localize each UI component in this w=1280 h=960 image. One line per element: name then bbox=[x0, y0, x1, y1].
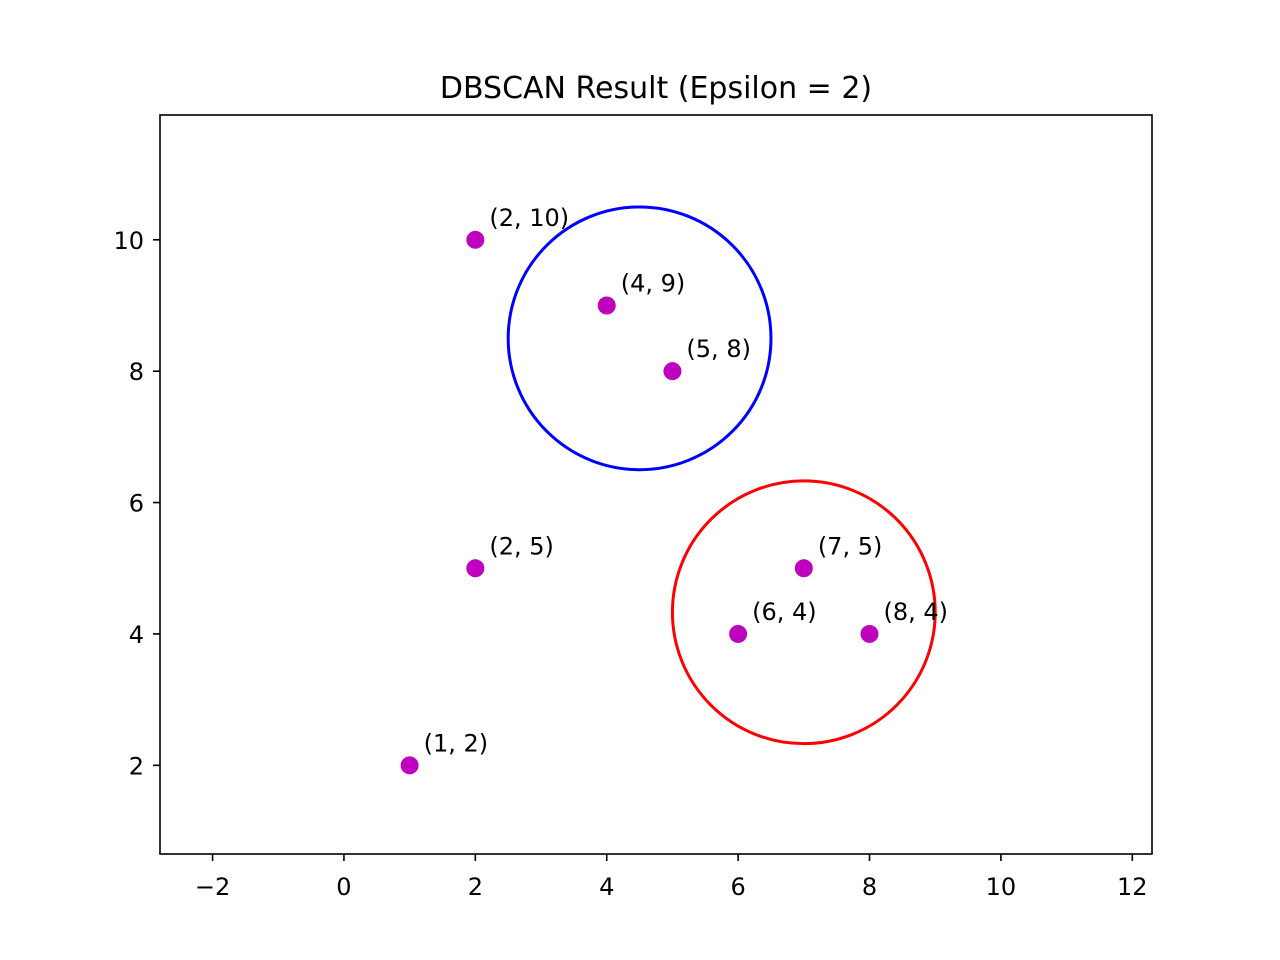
data-point bbox=[597, 296, 616, 315]
point-label: (5, 8) bbox=[686, 335, 751, 363]
point-label: (7, 5) bbox=[818, 532, 883, 560]
x-tick-label: 10 bbox=[986, 873, 1017, 901]
x-tick-label: 6 bbox=[730, 873, 745, 901]
point-label: (8, 4) bbox=[884, 598, 949, 626]
x-axis: −2 0 2 4 6 8 10 12 bbox=[195, 854, 1148, 901]
y-tick-label: 6 bbox=[129, 490, 144, 518]
data-point bbox=[729, 624, 748, 643]
y-tick-label: 2 bbox=[129, 752, 144, 780]
data-point bbox=[663, 362, 682, 381]
x-tick-label: 12 bbox=[1117, 873, 1148, 901]
y-axis: 2 4 6 8 10 bbox=[113, 227, 160, 780]
data-points bbox=[400, 230, 879, 775]
epsilon-circle bbox=[506, 205, 773, 472]
point-label: (2, 5) bbox=[489, 532, 554, 560]
x-tick-label: 4 bbox=[599, 873, 614, 901]
epsilon-circles bbox=[506, 205, 937, 746]
point-label: (2, 10) bbox=[489, 204, 569, 232]
data-point bbox=[860, 624, 879, 643]
point-label: (4, 9) bbox=[621, 269, 686, 297]
data-point bbox=[400, 756, 419, 775]
y-tick-label: 4 bbox=[129, 621, 144, 649]
data-point bbox=[794, 559, 813, 578]
y-tick-label: 10 bbox=[113, 227, 144, 255]
x-tick-label: 0 bbox=[336, 873, 351, 901]
point-label: (6, 4) bbox=[752, 598, 817, 626]
x-tick-label: 8 bbox=[862, 873, 877, 901]
data-point bbox=[466, 559, 485, 578]
y-tick-label: 8 bbox=[129, 358, 144, 386]
data-point bbox=[466, 230, 485, 249]
axes-frame bbox=[159, 114, 1153, 855]
chart-title: DBSCAN Result (Epsilon = 2) bbox=[440, 71, 872, 106]
epsilon-circle bbox=[670, 479, 937, 746]
point-label: (1, 2) bbox=[424, 729, 489, 757]
x-tick-label: −2 bbox=[195, 873, 230, 901]
point-labels: (2, 10) (4, 9) (5, 8) (2, 5) (7, 5) (6, 4) (8,… bbox=[424, 204, 948, 758]
x-tick-label: 2 bbox=[468, 873, 483, 901]
